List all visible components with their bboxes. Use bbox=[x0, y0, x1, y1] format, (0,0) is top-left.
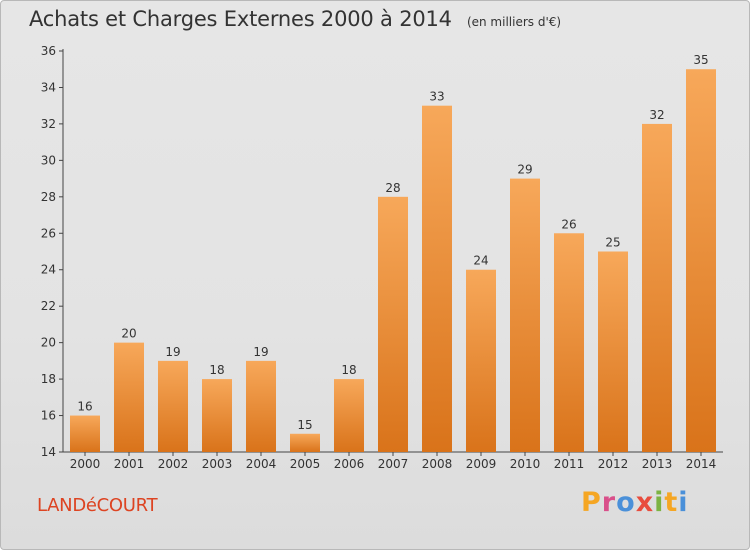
logo-letter: t bbox=[664, 487, 679, 518]
data-label-2007: 28 bbox=[385, 181, 400, 195]
bar-2013 bbox=[642, 123, 672, 452]
x-tick-label-2009: 2009 bbox=[466, 457, 497, 471]
x-tick-label-2011: 2011 bbox=[554, 457, 585, 471]
x-tick-label-2010: 2010 bbox=[510, 457, 541, 471]
logo-letter: o bbox=[616, 487, 636, 518]
chart-title: Achats et Charges Externes 2000 à 2014 bbox=[29, 7, 452, 31]
y-tick-label: 34 bbox=[41, 80, 56, 94]
data-label-2014: 35 bbox=[693, 53, 708, 67]
data-label-2009: 24 bbox=[473, 254, 488, 268]
x-tick-label-2003: 2003 bbox=[202, 457, 233, 471]
data-label-2006: 18 bbox=[341, 363, 356, 377]
y-tick-label: 26 bbox=[41, 226, 56, 240]
commune-name: LANDéCOURT bbox=[37, 495, 158, 516]
x-tick-label-2000: 2000 bbox=[70, 457, 101, 471]
data-label-2013: 32 bbox=[649, 108, 664, 122]
bar-2006 bbox=[334, 379, 364, 452]
x-tick-label-2008: 2008 bbox=[422, 457, 453, 471]
logo-letter: P bbox=[581, 487, 602, 518]
x-tick-label-2012: 2012 bbox=[598, 457, 629, 471]
chart-subtitle: (en milliers d'€) bbox=[466, 15, 562, 29]
x-tick-label-2006: 2006 bbox=[334, 457, 365, 471]
bar-2001 bbox=[114, 342, 144, 452]
logo-letter: i bbox=[678, 487, 689, 518]
y-tick-label: 14 bbox=[41, 445, 56, 459]
bar-2014 bbox=[686, 69, 716, 453]
logo-letter: i bbox=[654, 487, 665, 518]
x-tick-label-2004: 2004 bbox=[246, 457, 277, 471]
data-label-2008: 33 bbox=[429, 90, 444, 104]
data-label-2012: 25 bbox=[605, 236, 620, 250]
bar-2000 bbox=[70, 415, 100, 452]
bar-2002 bbox=[158, 360, 188, 452]
data-label-2002: 19 bbox=[165, 345, 180, 359]
y-tick-label: 30 bbox=[41, 153, 56, 167]
logo-letter: r bbox=[601, 487, 617, 518]
data-label-2010: 29 bbox=[517, 163, 532, 177]
logo-letter: x bbox=[635, 487, 655, 518]
bar-2009 bbox=[466, 269, 496, 452]
x-tick-label-2014: 2014 bbox=[686, 457, 717, 471]
bar-2005 bbox=[290, 433, 320, 452]
x-tick-label-2001: 2001 bbox=[114, 457, 145, 471]
y-tick-label: 36 bbox=[41, 44, 56, 58]
x-tick-label-2002: 2002 bbox=[158, 457, 189, 471]
data-label-2005: 15 bbox=[297, 418, 312, 432]
proxiti-logo: Proxiti bbox=[581, 487, 689, 518]
bar-2011 bbox=[554, 233, 584, 452]
x-tick-label-2013: 2013 bbox=[642, 457, 673, 471]
bar-2008 bbox=[422, 105, 452, 452]
y-tick-label: 24 bbox=[41, 263, 56, 277]
y-tick-label: 22 bbox=[41, 299, 56, 313]
y-tick-label: 32 bbox=[41, 117, 56, 131]
bar-2007 bbox=[378, 196, 408, 452]
data-label-2000: 16 bbox=[77, 400, 92, 414]
data-label-2011: 26 bbox=[561, 217, 576, 231]
data-label-2004: 19 bbox=[253, 345, 268, 359]
y-tick-label: 16 bbox=[41, 409, 56, 423]
bar-2010 bbox=[510, 178, 540, 452]
x-tick-label-2007: 2007 bbox=[378, 457, 409, 471]
bar-2004 bbox=[246, 360, 276, 452]
data-label-2003: 18 bbox=[209, 363, 224, 377]
y-tick-label: 28 bbox=[41, 190, 56, 204]
x-tick-label-2005: 2005 bbox=[290, 457, 321, 471]
bar-2003 bbox=[202, 379, 232, 452]
chart-header: Achats et Charges Externes 2000 à 2014 (… bbox=[29, 7, 561, 31]
y-tick-label: 18 bbox=[41, 372, 56, 386]
y-tick-label: 20 bbox=[41, 336, 56, 350]
bar-2012 bbox=[598, 251, 628, 452]
data-label-2001: 20 bbox=[121, 327, 136, 341]
